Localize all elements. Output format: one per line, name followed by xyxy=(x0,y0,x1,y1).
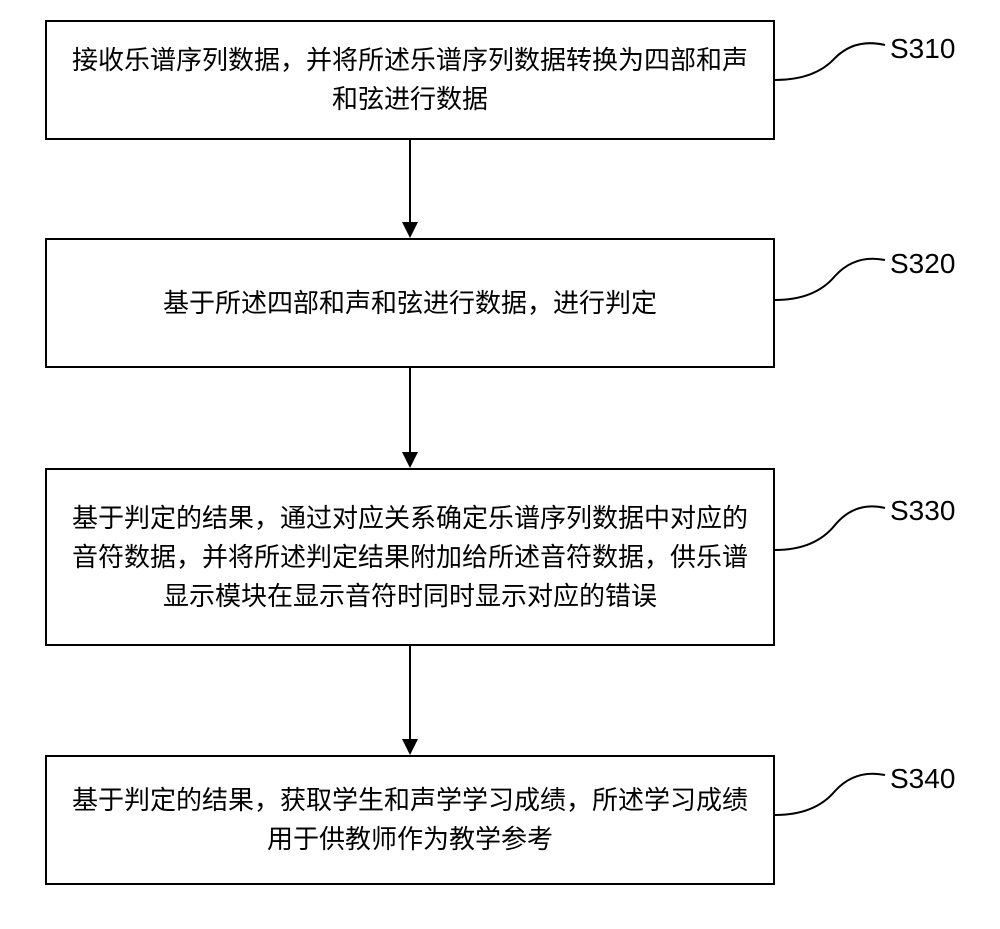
arrow-s330-s340 xyxy=(398,646,422,755)
step-text: 接收乐谱序列数据，并将所述乐谱序列数据转换为四部和声和弦进行数据 xyxy=(67,41,753,119)
label-curve-s340 xyxy=(775,763,890,823)
flowchart-container: 接收乐谱序列数据，并将所述乐谱序列数据转换为四部和声和弦进行数据 基于所述四部和… xyxy=(0,0,1000,929)
label-curve-s330 xyxy=(775,495,890,557)
label-curve-s310 xyxy=(775,33,890,88)
arrow-s320-s330 xyxy=(398,368,422,468)
step-label-s310: S310 xyxy=(890,33,955,65)
step-box-s310: 接收乐谱序列数据，并将所述乐谱序列数据转换为四部和声和弦进行数据 xyxy=(45,20,775,140)
step-box-s330: 基于判定的结果，通过对应关系确定乐谱序列数据中对应的音符数据，并将所述判定结果附… xyxy=(45,468,775,646)
step-label-s320: S320 xyxy=(890,248,955,280)
step-text: 基于判定的结果，获取学生和声学学习成绩，所述学习成绩用于供教师作为教学参考 xyxy=(67,781,753,859)
step-text: 基于所述四部和声和弦进行数据，进行判定 xyxy=(163,284,657,323)
step-text: 基于判定的结果，通过对应关系确定乐谱序列数据中对应的音符数据，并将所述判定结果附… xyxy=(67,499,753,616)
step-label-s340: S340 xyxy=(890,763,955,795)
step-box-s320: 基于所述四部和声和弦进行数据，进行判定 xyxy=(45,238,775,368)
step-label-s330: S330 xyxy=(890,495,955,527)
label-curve-s320 xyxy=(775,248,890,308)
arrow-s310-s320 xyxy=(398,140,422,238)
step-box-s340: 基于判定的结果，获取学生和声学学习成绩，所述学习成绩用于供教师作为教学参考 xyxy=(45,755,775,885)
